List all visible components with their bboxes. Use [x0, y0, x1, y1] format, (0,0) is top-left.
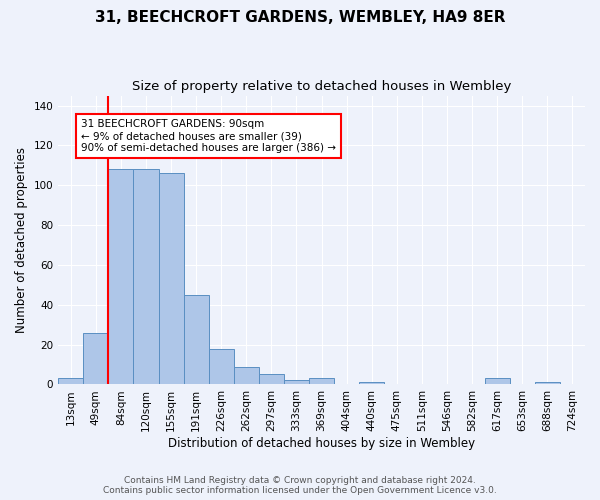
Text: 31, BEECHCROFT GARDENS, WEMBLEY, HA9 8ER: 31, BEECHCROFT GARDENS, WEMBLEY, HA9 8ER [95, 10, 505, 25]
X-axis label: Distribution of detached houses by size in Wembley: Distribution of detached houses by size … [168, 437, 475, 450]
Y-axis label: Number of detached properties: Number of detached properties [15, 147, 28, 333]
Bar [58, 378, 83, 384]
Bar [184, 295, 209, 384]
Bar [284, 380, 309, 384]
Text: Contains HM Land Registry data © Crown copyright and database right 2024.
Contai: Contains HM Land Registry data © Crown c… [103, 476, 497, 495]
Bar [158, 174, 184, 384]
Bar [485, 378, 510, 384]
Bar [209, 348, 234, 384]
Title: Size of property relative to detached houses in Wembley: Size of property relative to detached ho… [132, 80, 511, 93]
Bar [133, 170, 158, 384]
Bar [109, 170, 133, 384]
Bar [234, 366, 259, 384]
Bar [259, 374, 284, 384]
Text: 31 BEECHCROFT GARDENS: 90sqm
← 9% of detached houses are smaller (39)
90% of sem: 31 BEECHCROFT GARDENS: 90sqm ← 9% of det… [81, 120, 336, 152]
Bar [535, 382, 560, 384]
Bar [309, 378, 334, 384]
Bar [359, 382, 385, 384]
Bar [83, 332, 109, 384]
